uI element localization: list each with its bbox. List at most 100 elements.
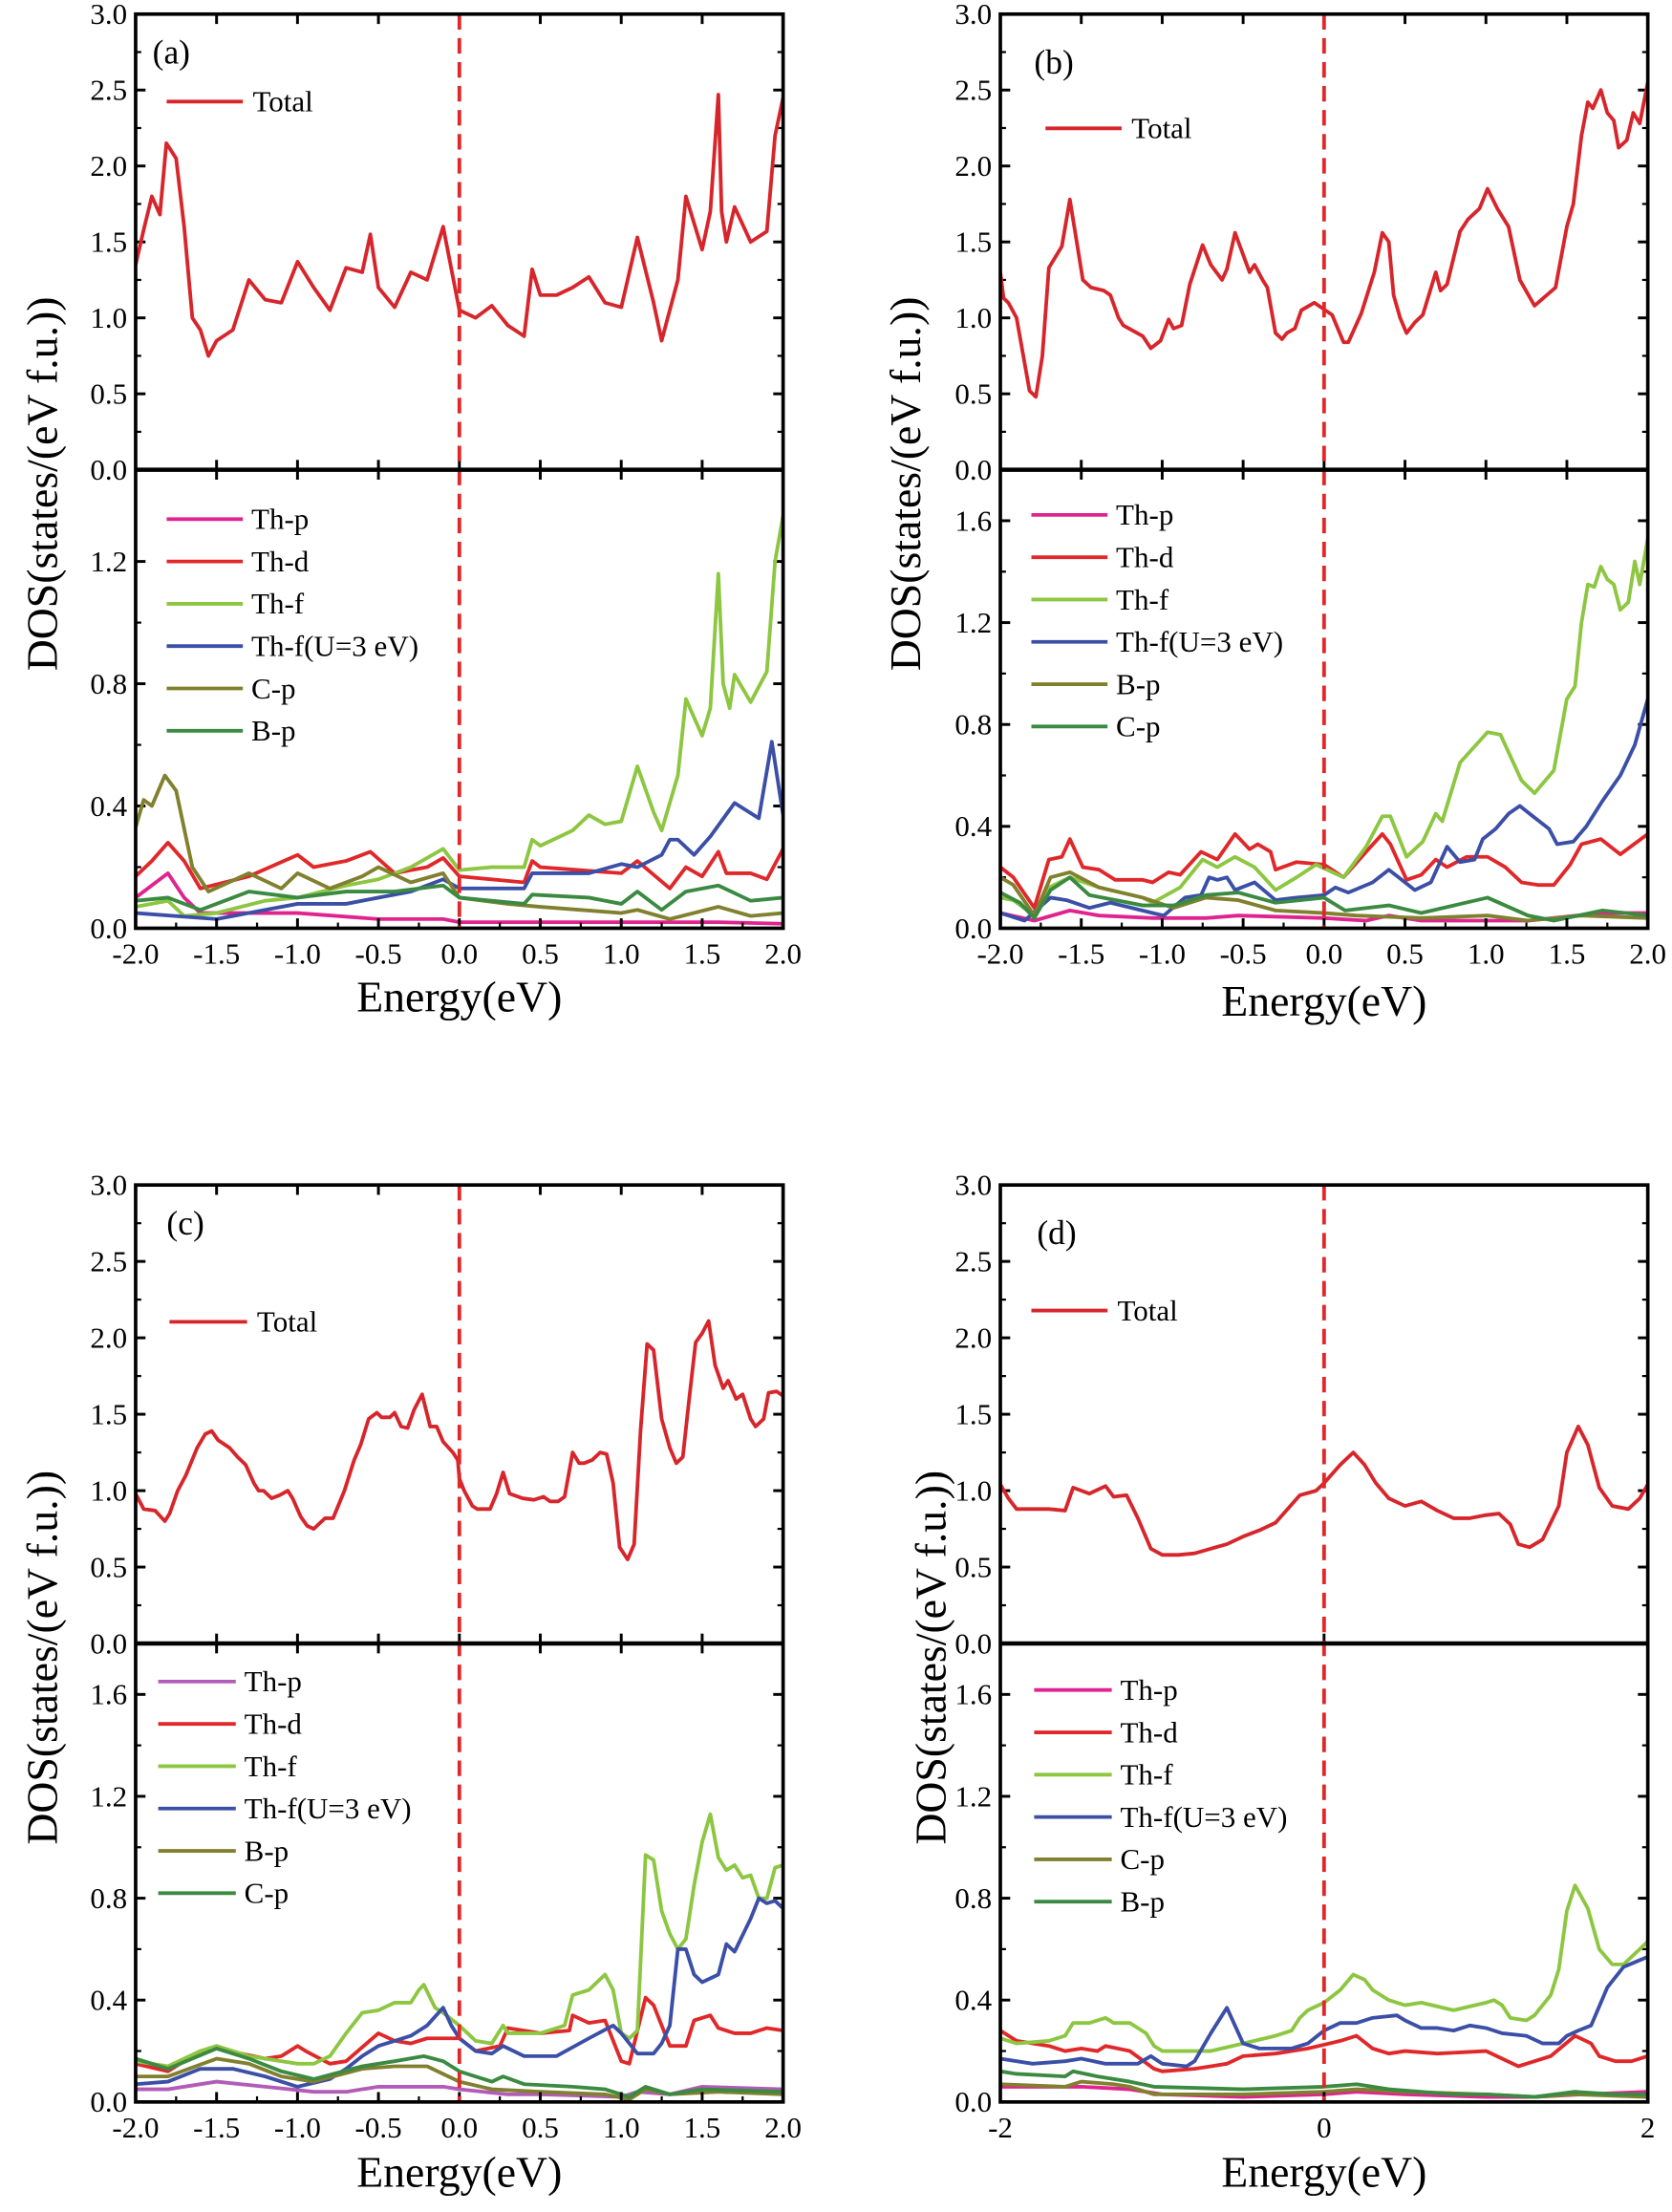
legend-label-total: Total bbox=[1118, 1294, 1178, 1327]
y-tick-label: 1.2 bbox=[954, 1779, 992, 1813]
x-tick-label: -2.0 bbox=[976, 936, 1023, 970]
y-tick-label: 0.0 bbox=[954, 912, 992, 945]
y-tick-label: 0.8 bbox=[954, 708, 992, 741]
y-tick-label: 1.6 bbox=[954, 504, 992, 537]
y-tick-label: 1.5 bbox=[90, 225, 127, 259]
x-tick-label: -1.5 bbox=[1058, 936, 1104, 970]
y-tick-label: 2.5 bbox=[954, 1244, 992, 1278]
y-axis-title: DOS(states/(eV f.u.)) bbox=[906, 1471, 954, 1845]
series-line-total bbox=[1000, 1425, 1648, 1557]
y-axis-title: DOS(states/(eV f.u.)) bbox=[17, 1471, 66, 1845]
y-tick-label: 1.2 bbox=[90, 1779, 127, 1813]
x-axis-title: Energy(eV) bbox=[1221, 2147, 1426, 2196]
y-tick-label: 0.0 bbox=[954, 453, 992, 486]
x-tick-label: 1.5 bbox=[684, 936, 721, 970]
dos-panel-a: 0.0 0.5 1.0 1.5 2.0 2.5 3.0 Total 0.0 0.4 0.8 1.2 Th… bbox=[17, 0, 802, 1021]
legend-label-th-d: Th-d bbox=[245, 1707, 303, 1740]
legend-label-total: Total bbox=[257, 1305, 317, 1339]
y-tick-label: 0.4 bbox=[90, 1984, 127, 2017]
y-tick-label: 1.2 bbox=[954, 606, 992, 639]
legend-label-th-p: Th-p bbox=[251, 503, 309, 536]
series-line-th-f-u-3-ev bbox=[1000, 1955, 1648, 2069]
x-tick-label: 0.5 bbox=[1386, 936, 1424, 970]
y-tick-label: 1.0 bbox=[954, 301, 992, 334]
y-tick-label: 1.5 bbox=[954, 225, 992, 259]
legend-label-c-p: C-p bbox=[245, 1877, 289, 1910]
legend-label-total: Total bbox=[253, 85, 313, 118]
y-tick-label: 1.0 bbox=[90, 301, 127, 334]
x-axis-title: Energy(eV) bbox=[356, 2147, 562, 2196]
dos-panel-c: 0.0 0.5 1.0 1.5 2.0 2.5 3.0 Total 0.0 0.4 0.8 1.2 1.… bbox=[17, 1169, 802, 2197]
x-tick-label: 1.5 bbox=[1549, 936, 1586, 970]
y-tick-label: 0.4 bbox=[90, 789, 127, 823]
legend-label-total: Total bbox=[1131, 112, 1191, 145]
legend-label-th-p: Th-p bbox=[245, 1664, 302, 1698]
series-line-th-d bbox=[135, 1995, 783, 2073]
series-line-th-d bbox=[1000, 831, 1648, 911]
y-tick-label: 0.0 bbox=[90, 2085, 127, 2118]
x-tick-label: -1.0 bbox=[274, 936, 321, 970]
y-tick-label: 1.0 bbox=[90, 1473, 127, 1507]
y-tick-label: 0.0 bbox=[954, 2085, 992, 2118]
y-axis-title: DOS(states/(eV f.u.)) bbox=[881, 297, 930, 672]
legend-label-th-f-u-3-ev: Th-f(U=3 eV) bbox=[1116, 625, 1283, 658]
legend-label-b-p: B-p bbox=[1120, 1885, 1165, 1919]
series-line-th-f-u-3-ev bbox=[135, 740, 783, 921]
legend-label-th-p: Th-p bbox=[1116, 498, 1173, 531]
series-line-c-p bbox=[135, 773, 783, 921]
x-tick-label: -0.5 bbox=[355, 2111, 402, 2144]
x-tick-label: 1.0 bbox=[1468, 936, 1505, 970]
y-tick-label: 3.0 bbox=[90, 0, 127, 31]
x-tick-label: -1.0 bbox=[274, 2111, 321, 2144]
y-tick-label: 1.5 bbox=[90, 1397, 127, 1430]
y-tick-label: 2.0 bbox=[90, 149, 127, 183]
legend-label-b-p: B-p bbox=[1116, 667, 1161, 700]
legend-label-c-p: C-p bbox=[1116, 710, 1161, 743]
x-tick-label: -2.0 bbox=[112, 2111, 159, 2144]
x-tick-label: 0.5 bbox=[522, 936, 559, 970]
series-line-b-p bbox=[135, 883, 783, 913]
legend-label-b-p: B-p bbox=[245, 1834, 289, 1867]
series-line-b-p bbox=[135, 2056, 783, 2102]
y-tick-label: 0.8 bbox=[954, 1881, 992, 1915]
series-line-th-p bbox=[135, 2079, 783, 2099]
panel-label: (d) bbox=[1037, 1213, 1076, 1252]
x-tick-label: 2 bbox=[1640, 2111, 1656, 2144]
x-tick-label: 1.0 bbox=[603, 936, 640, 970]
x-tick-label: 2.0 bbox=[764, 936, 802, 970]
series-line-b-p bbox=[1000, 870, 1648, 923]
x-tick-label: 0.0 bbox=[1305, 936, 1342, 970]
panel-label: (c) bbox=[166, 1204, 204, 1242]
y-tick-label: 0.0 bbox=[90, 1626, 127, 1660]
legend-label-th-f-u-3-ev: Th-f(U=3 eV) bbox=[251, 630, 418, 663]
y-tick-label: 0.5 bbox=[90, 376, 127, 410]
legend-label-th-f: Th-f bbox=[251, 587, 305, 620]
series-line-c-p bbox=[1000, 875, 1648, 923]
y-tick-label: 0.5 bbox=[954, 376, 992, 410]
y-tick-label: 2.0 bbox=[90, 1321, 127, 1354]
panel-label: (b) bbox=[1034, 43, 1073, 81]
y-tick-label: 0.0 bbox=[90, 912, 127, 945]
y-tick-label: 2.5 bbox=[90, 1244, 127, 1278]
x-tick-label: -1.5 bbox=[193, 936, 240, 970]
legend-label-th-d: Th-d bbox=[251, 545, 310, 578]
legend-label-th-f: Th-f bbox=[1120, 1758, 1173, 1792]
legend-label-b-p: B-p bbox=[251, 714, 296, 747]
y-tick-label: 0.8 bbox=[90, 667, 127, 700]
x-tick-label: 1.5 bbox=[684, 2111, 721, 2144]
x-tick-label: -0.5 bbox=[1220, 936, 1267, 970]
legend-label-c-p: C-p bbox=[1120, 1842, 1165, 1876]
series-line-c-p bbox=[135, 2046, 783, 2099]
y-tick-label: 2.5 bbox=[90, 74, 127, 107]
y-tick-label: 3.0 bbox=[954, 1169, 992, 1202]
y-tick-label: 0.4 bbox=[954, 1984, 992, 2017]
x-tick-label: 0 bbox=[1317, 2111, 1331, 2144]
x-tick-label: 0.0 bbox=[440, 2111, 478, 2144]
y-tick-label: 1.6 bbox=[954, 1678, 992, 1711]
y-tick-label: 1.2 bbox=[90, 545, 127, 578]
legend-label-th-f: Th-f bbox=[1116, 583, 1169, 616]
legend-label-th-d: Th-d bbox=[1116, 541, 1174, 574]
y-tick-label: 3.0 bbox=[954, 0, 992, 31]
x-tick-label: -2 bbox=[988, 2111, 1013, 2144]
